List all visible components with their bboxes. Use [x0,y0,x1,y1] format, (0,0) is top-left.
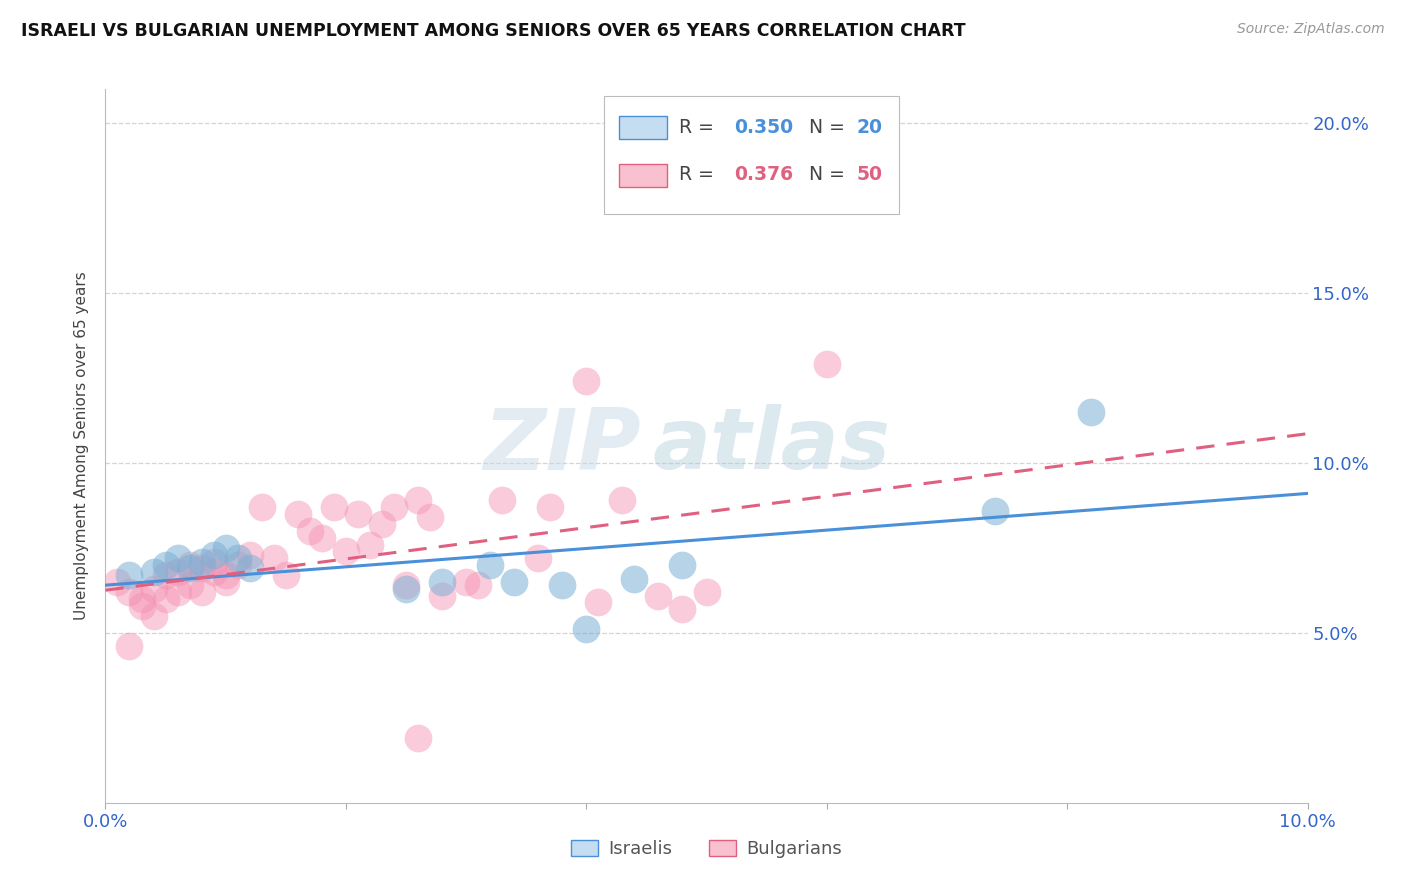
Point [815,358,838,372]
Point [503,574,526,589]
Point [166,551,188,566]
Text: ZIP: ZIP [482,404,640,488]
Point [298,524,321,538]
Point [647,589,669,603]
Point [551,578,574,592]
Text: 50: 50 [856,165,883,185]
Legend: Israelis, Bulgarians: Israelis, Bulgarians [564,832,849,865]
Point [491,493,513,508]
Point [287,507,309,521]
Point [131,599,153,613]
Point [118,585,141,599]
Point [179,578,201,592]
Point [1080,405,1102,419]
Text: 0.350: 0.350 [734,118,793,136]
Text: Source: ZipAtlas.com: Source: ZipAtlas.com [1237,22,1385,37]
Point [202,565,225,579]
Point [239,548,262,562]
Point [226,551,249,566]
Point [214,574,236,589]
Point [322,500,344,515]
Point [335,544,357,558]
FancyBboxPatch shape [619,164,666,187]
Text: 0.376: 0.376 [734,165,793,185]
FancyBboxPatch shape [605,96,898,214]
Point [263,551,285,566]
Point [575,375,598,389]
Point [179,558,201,572]
Text: N =: N = [790,118,851,136]
Point [382,500,405,515]
Point [190,585,212,599]
Point [575,623,598,637]
Point [250,500,273,515]
Text: ISRAELI VS BULGARIAN UNEMPLOYMENT AMONG SENIORS OVER 65 YEARS CORRELATION CHART: ISRAELI VS BULGARIAN UNEMPLOYMENT AMONG … [21,22,966,40]
Point [430,574,453,589]
Point [419,510,441,524]
Point [118,568,141,582]
Point [671,602,693,616]
Point [406,493,429,508]
Text: R =: R = [679,118,720,136]
Point [214,541,236,555]
Point [239,561,262,575]
Point [190,561,212,575]
Point [142,565,165,579]
Point [274,568,297,582]
Point [395,578,418,592]
Point [371,517,394,532]
Point [190,555,212,569]
Point [623,572,645,586]
Point [588,595,610,609]
Point [226,558,249,572]
Point [214,568,236,582]
Y-axis label: Unemployment Among Seniors over 65 years: Unemployment Among Seniors over 65 years [75,272,90,620]
Point [454,574,477,589]
FancyBboxPatch shape [619,116,666,139]
Point [311,531,333,545]
Point [107,574,129,589]
Point [612,493,634,508]
Point [155,591,177,606]
Point [118,640,141,654]
Point [467,578,489,592]
Point [142,582,165,596]
Point [155,568,177,582]
Text: N =: N = [790,165,851,185]
Point [155,558,177,572]
Point [527,551,550,566]
Point [406,731,429,746]
Point [430,589,453,603]
Point [142,608,165,623]
Text: 20: 20 [856,118,883,136]
Point [166,565,188,579]
Text: atlas: atlas [652,404,890,488]
Point [696,585,718,599]
Point [671,558,693,572]
Point [202,555,225,569]
Point [131,591,153,606]
Point [538,500,561,515]
Point [395,582,418,596]
Point [479,558,502,572]
Point [347,507,370,521]
Point [179,561,201,575]
Point [359,537,381,551]
Point [202,548,225,562]
Text: R =: R = [679,165,720,185]
Point [984,503,1007,517]
Point [166,585,188,599]
